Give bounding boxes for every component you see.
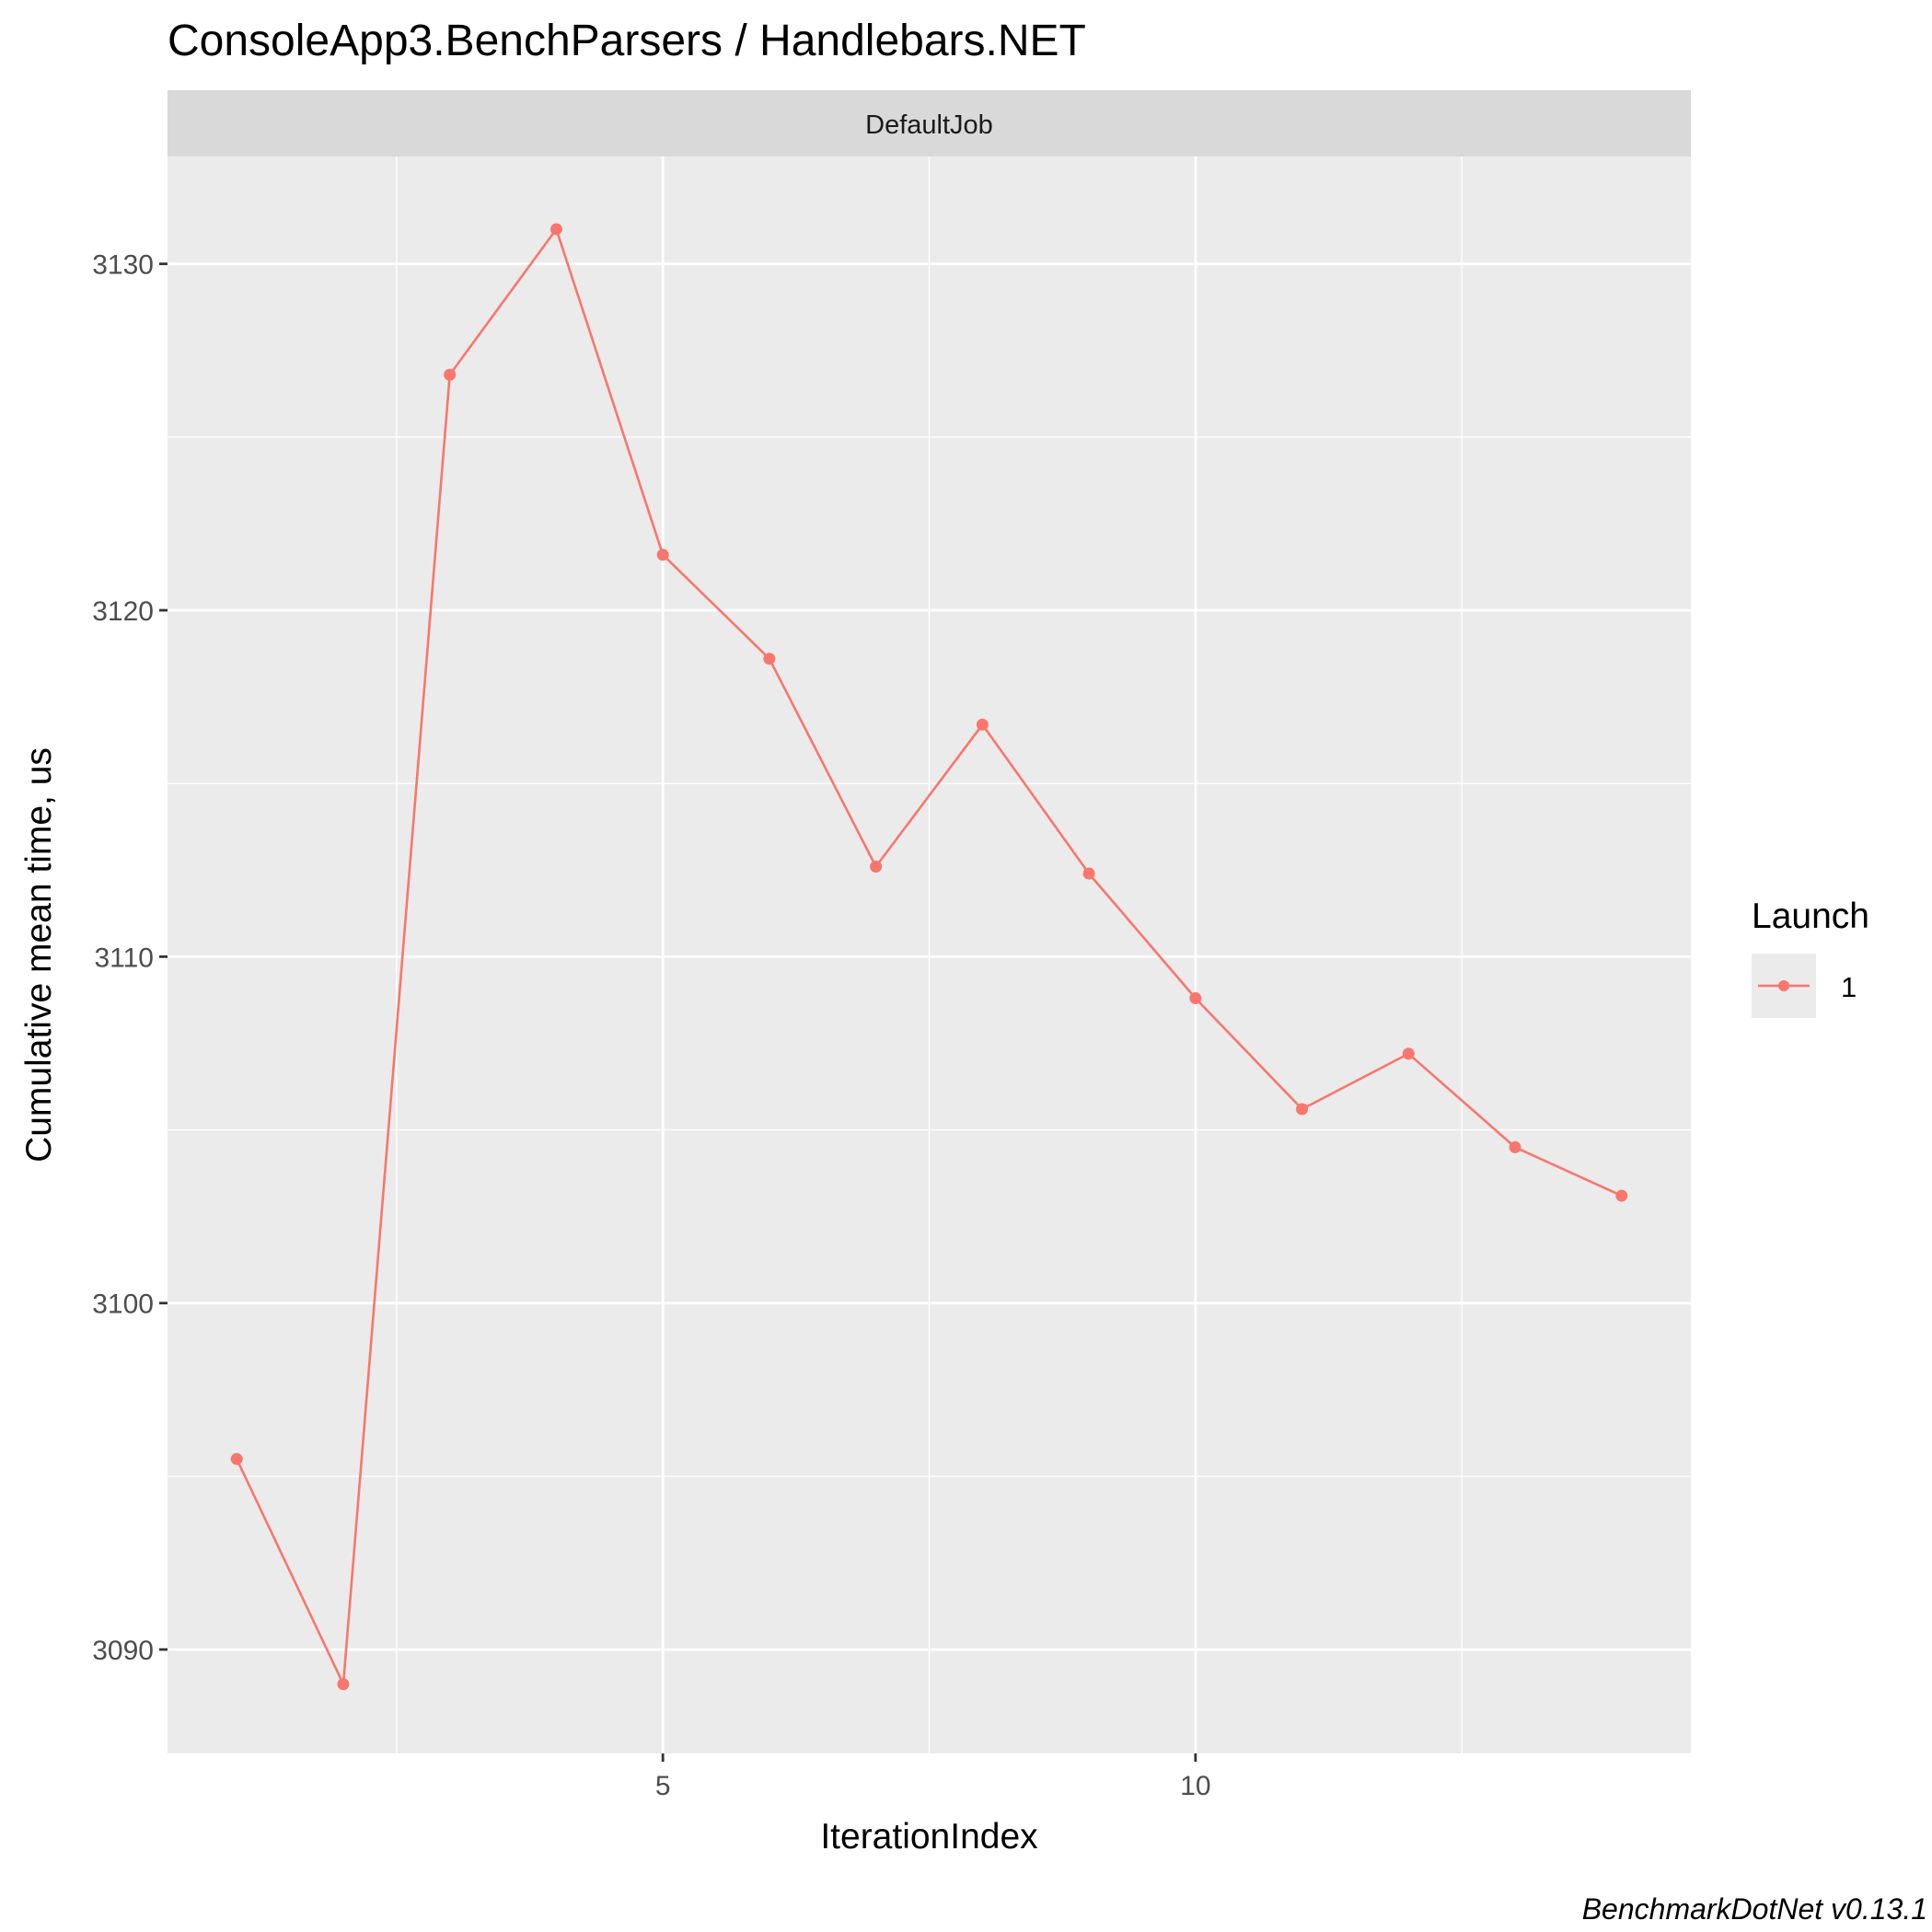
legend-key-point — [1778, 980, 1789, 991]
y-axis-title: Cumulative mean time, us — [19, 747, 59, 1163]
y-tick-label: 3110 — [94, 943, 154, 973]
facet-strip-label: DefaultJob — [865, 110, 993, 140]
data-point — [1296, 1103, 1309, 1116]
legend-title: Launch — [1752, 897, 1869, 936]
caption: BenchmarkDotNet v0.13.1 — [1582, 1892, 1927, 1926]
data-point — [976, 718, 989, 731]
major-gridlines — [168, 156, 1691, 1753]
y-tick-label: 3120 — [92, 596, 154, 627]
y-tick-label: 3090 — [92, 1636, 154, 1666]
data-point — [1082, 867, 1095, 880]
series-layer — [230, 223, 1628, 1691]
data-point — [1615, 1189, 1628, 1202]
y-tick-label: 3100 — [92, 1290, 154, 1320]
data-point — [763, 653, 776, 665]
data-point — [656, 549, 669, 561]
data-point — [1189, 992, 1202, 1005]
x-tick-label: 10 — [1180, 1771, 1210, 1801]
data-point — [444, 368, 457, 381]
minor-gridlines — [168, 156, 1691, 1753]
chart-title: ConsoleApp3.BenchParsers / Handlebars.NE… — [168, 17, 1086, 65]
facet-strip — [168, 90, 1691, 156]
data-point — [550, 223, 562, 236]
series-line — [236, 227, 1623, 1685]
x-axis: 5 10 — [655, 1753, 1211, 1801]
legend-item-label: 1 — [1841, 971, 1857, 1003]
y-axis: 3090 3100 3110 3120 3130 — [92, 250, 168, 1666]
data-point — [870, 861, 883, 873]
x-axis-title: IterationIndex — [820, 1817, 1038, 1857]
data-point — [1509, 1140, 1521, 1153]
x-tick-label: 5 — [655, 1771, 671, 1801]
data-point — [1402, 1047, 1415, 1060]
data-point — [337, 1678, 350, 1691]
data-point — [230, 1452, 243, 1465]
y-tick-label: 3130 — [92, 250, 154, 281]
